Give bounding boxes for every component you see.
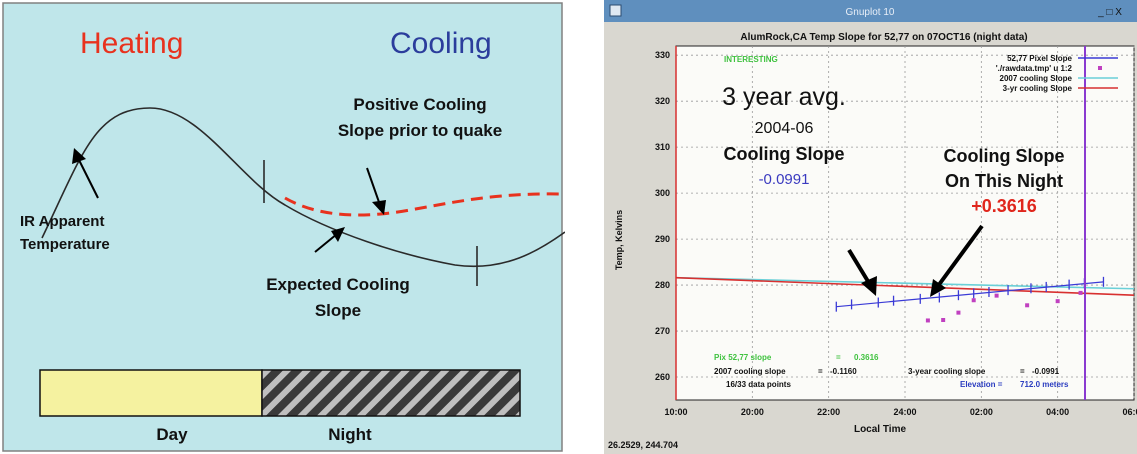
x-tick-label: 04:00 [1046,407,1069,417]
raw-data-point [1025,303,1030,308]
chart-title: AlumRock,CA Temp Slope for 52,77 on 07OC… [740,32,1027,43]
y-tick-label: 290 [655,234,670,244]
stat-3yr-label: 3-year cooling slope [908,367,986,376]
x-tick-label: 02:00 [970,407,993,417]
raw-data-point [1055,299,1060,304]
data-points [835,276,1105,323]
x-tick-label: 24:00 [893,407,916,417]
x-tick-label: 06:00 [1122,407,1137,417]
window-title: Gnuplot 10 [846,7,895,18]
night-bar [261,369,521,417]
x-tick-label: 10:00 [664,407,687,417]
label-expected-line2: Slope [315,301,361,320]
raw-data-point [994,293,999,298]
y-tick-labels: 260 270 280 290 300 310 320 330 [655,50,670,382]
label-expected-line1: Expected Cooling [266,275,410,294]
legend-swatch [1098,66,1102,70]
y-tick-label: 280 [655,280,670,290]
stat-pix-label: Pix 52,77 slope [714,353,772,362]
annotation-avg-value: -0.0991 [759,171,810,188]
arrow-avg [847,248,877,296]
day-label: Day [156,425,188,444]
x-tick-label: 22:00 [817,407,840,417]
legend-label: 2007 cooling Slope [1000,74,1073,83]
stat-3yr-value: -0.0991 [1032,367,1060,376]
annotation-positive-line1: Positive Cooling [353,95,486,114]
stat-pix-value: 0.3616 [854,353,879,362]
heading-heating: Heating [80,27,183,60]
series-line [675,276,1135,290]
annotation-avg-line3: Cooling Slope [724,144,845,164]
pixel-slope-fit-line [836,281,1104,308]
day-bar [39,369,263,417]
stat-pix-eq: = [836,353,841,362]
window-controls[interactable]: _ □ X [1097,7,1122,18]
annotation-avg-line2: 2004-06 [755,120,814,137]
series-line [675,276,1135,296]
window-menu-icon[interactable] [609,4,622,17]
window-titlebar[interactable] [604,0,1137,22]
arrow-ir [72,148,99,199]
x-axis-label: Local Time [854,424,906,435]
raw-data-point [956,310,961,315]
status-coordinates: 26.2529, 244.704 [608,440,678,450]
x-tick-label: 20:00 [741,407,764,417]
y-axis-label: Temp, Kelvins [614,210,624,270]
annotation-night-line2: On This Night [945,171,1063,191]
label-ir-line1: IR Apparent [20,213,104,230]
annotation-positive-line2: Slope prior to quake [338,121,502,140]
stat-elevation-label: Elevation = [960,380,1003,389]
arrow-expected [314,227,345,253]
legend-label: 3-yr cooling Slope [1003,84,1073,93]
y-tick-label: 300 [655,188,670,198]
stat-2007-label: 2007 cooling slope [714,367,786,376]
stat-elevation-value: 712.0 meters [1020,380,1069,389]
legend-label: './rawdata.tmp' u 1:2 [996,64,1073,73]
stat-2007-eq: = [818,367,823,376]
annotation-night-line1: Cooling Slope [944,146,1065,166]
night-label: Night [328,425,372,444]
legend: 52,77 Pixel Slope'./rawdata.tmp' u 1:220… [996,54,1118,93]
x-tick-labels: 10:00 20:00 22:00 24:00 02:00 04:00 06:00 [664,407,1137,417]
legend-label: 52,77 Pixel Slope [1007,54,1072,63]
annotation-avg-line1: 3 year avg. [722,83,846,111]
gnuplot-window: Gnuplot 10 _ □ X AlumRock,CA Temp Slope … [604,0,1137,454]
heading-cooling: Cooling [390,27,492,60]
arrow-night [930,224,984,297]
y-tick-label: 310 [655,142,670,152]
raw-data-point [1078,290,1083,295]
y-tick-label: 260 [655,372,670,382]
raw-data-point [941,318,946,323]
ir-temperature-curve [41,107,565,268]
y-tick-label: 330 [655,50,670,60]
annotation-interesting: INTERESTING [724,55,778,64]
arrow-positive [366,167,386,215]
cooling-diagram: Heating Cooling Positive Cooling Slope p… [2,2,565,452]
stat-3yr-eq: = [1020,367,1025,376]
y-tick-label: 320 [655,96,670,106]
raw-data-point [925,318,930,323]
label-ir-line2: Temperature [20,236,110,253]
annotation-night-value: +0.3616 [971,196,1037,216]
stat-2007-value: -0.1160 [830,367,857,376]
stat-points: 16/33 data points [726,380,791,389]
raw-data-point [971,298,976,303]
y-tick-label: 270 [655,326,670,336]
positive-slope-dashed-curve [284,192,561,217]
series-lines [675,276,1135,308]
